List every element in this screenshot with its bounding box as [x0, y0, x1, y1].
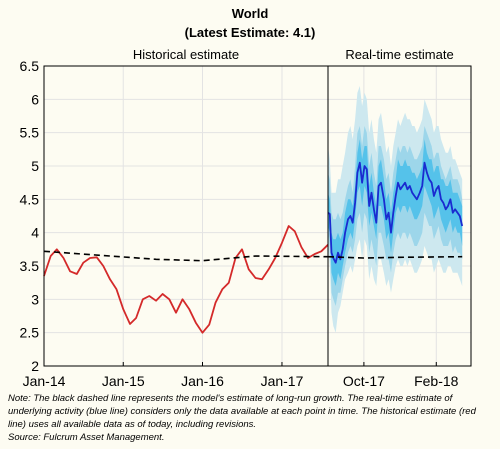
panel-title: Historical estimate: [133, 47, 239, 62]
x-tick-label: Jan-14: [23, 373, 66, 389]
y-tick-label: 6.5: [20, 58, 40, 74]
x-tick-label: Jan-17: [261, 373, 304, 389]
realtime-line: [327, 161, 464, 264]
note-text: Note: The black dashed line represents t…: [8, 393, 476, 430]
x-tick-label: Oct-17: [343, 373, 385, 389]
x-tick-label: Jan-16: [181, 373, 224, 389]
chart-subtitle: (Latest Estimate: 4.1): [184, 25, 316, 40]
long-run-line: [43, 250, 329, 262]
x-tick-label: Feb-18: [414, 373, 459, 389]
long-run-line: [327, 255, 463, 259]
y-tick-label: 4.5: [20, 191, 40, 207]
plot-frame: [43, 65, 472, 367]
y-tick-label: 5: [31, 158, 39, 174]
chart-title: World: [231, 6, 269, 21]
y-tick-label: 3: [31, 291, 39, 307]
source-text: Source: Fulcrum Asset Management.: [8, 432, 165, 443]
chart-note: Note: The black dashed line represents t…: [8, 392, 496, 444]
x-tick-label: Jan-15: [102, 373, 145, 389]
y-tick-label: 4: [31, 225, 39, 241]
historical-line: [43, 225, 329, 334]
panel-title: Real-time estimate: [345, 47, 453, 62]
y-tick-label: 6: [31, 91, 39, 107]
y-tick-label: 3.5: [20, 258, 40, 274]
y-tick-label: 2: [31, 358, 39, 374]
y-tick-label: 2.5: [20, 325, 40, 341]
y-tick-label: 5.5: [20, 125, 40, 141]
